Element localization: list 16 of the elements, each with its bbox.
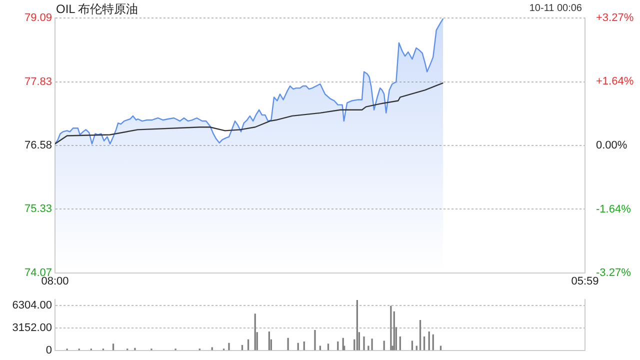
y2-tick-label: +1.64%: [596, 76, 634, 88]
y-tick-label: 79.09: [24, 12, 52, 24]
y2-tick-label: 0.00%: [596, 139, 628, 152]
y2-tick-label: -1.64%: [596, 203, 632, 216]
y-tick-label: 76.58: [24, 139, 52, 152]
y-tick-label: 6304.00: [12, 299, 52, 312]
chart-title: OIL 布伦特原油: [56, 1, 138, 18]
y-tick-label: 0: [46, 344, 52, 356]
text: 10-11 00:06: [529, 3, 582, 14]
y-tick-label: 3152.00: [12, 322, 52, 334]
y2-tick-label: -3.27%: [596, 266, 632, 279]
x-tick-label: 05:59: [571, 275, 599, 288]
y2-tick-label: +3.27%: [596, 12, 634, 24]
y-tick-label: 75.33: [24, 202, 52, 215]
x-tick-label: 08:00: [41, 275, 69, 288]
y-tick-label: 77.83: [24, 76, 52, 88]
